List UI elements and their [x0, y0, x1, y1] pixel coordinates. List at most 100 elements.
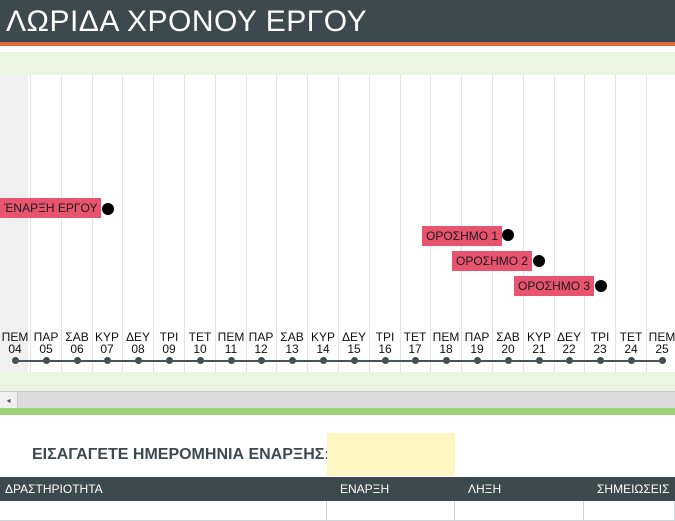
column-header-activity: ΔΡΑΣΤΗΡΙΟΤΗΤΑ [5, 482, 103, 496]
grid-column-line [338, 75, 339, 375]
day-label: ΤΕΤ 10 [185, 331, 215, 355]
day-label: ΚΥΡ 14 [308, 331, 338, 355]
timeline-first-column [0, 75, 28, 375]
day-label: ΠΑΡ 12 [246, 331, 276, 355]
day-label: ΤΕΤ 24 [616, 331, 646, 355]
grid-column-line [492, 75, 493, 375]
table-cell-activity[interactable] [0, 501, 327, 521]
day-number-label: 20 [501, 342, 515, 356]
day-number-label: 04 [8, 342, 22, 356]
day-of-week-label: ΤΕΤ [403, 330, 427, 344]
grid-column-line [430, 75, 431, 375]
start-date-input[interactable] [327, 433, 455, 476]
grid-column-line [276, 75, 277, 375]
day-of-week-label: ΠΕΜ [432, 330, 460, 344]
table-cell-notes[interactable] [584, 501, 675, 521]
day-label: ΤΡΙ 16 [370, 331, 400, 355]
day-of-week-label: ΣΑΒ [280, 330, 304, 344]
day-number-label: 16 [378, 342, 392, 356]
grid-column-line [554, 75, 555, 375]
day-label: ΚΥΡ 21 [524, 331, 554, 355]
day-of-week-label: ΠΑΡ [464, 330, 490, 344]
grid-column-line [584, 75, 585, 375]
activity-table-header: ΔΡΑΣΤΗΡΙΟΤΗΤΑ ΕΝΑΡΞΗ ΛΗΞΗ ΣΗΜΕΙΩΣΕΙΣ [0, 477, 675, 501]
day-of-week-label: ΔΕΥ [341, 330, 367, 344]
scroll-left-arrow-icon[interactable]: ◂ [0, 392, 18, 409]
day-number-label: 15 [347, 342, 361, 356]
grid-column-line [400, 75, 401, 375]
grid-column-line [615, 75, 616, 375]
day-of-week-label: ΤΡΙ [375, 330, 395, 344]
day-number-label: 17 [408, 342, 422, 356]
milestone-1[interactable]: ΟΡΟΣΗΜΟ 1 [422, 226, 503, 246]
day-number-label: 10 [193, 342, 207, 356]
timeline-axis-line [13, 360, 663, 362]
day-of-week-label: ΔΕΥ [556, 330, 582, 344]
column-header-end: ΛΗΞΗ [468, 482, 502, 496]
day-number-label: 06 [70, 342, 84, 356]
day-of-week-label: ΔΕΥ [125, 330, 151, 344]
table-cell-end[interactable] [455, 501, 584, 521]
day-number-label: 09 [162, 342, 176, 356]
day-of-week-label: ΤΡΙ [590, 330, 610, 344]
title-accent-line [0, 42, 675, 46]
day-label: ΠΕΜ 18 [431, 331, 461, 355]
table-cell-start[interactable] [327, 501, 455, 521]
day-label: ΣΑΒ 20 [493, 331, 523, 355]
day-label: ΠΑΡ 05 [31, 331, 61, 355]
milestone-marker [595, 280, 607, 292]
grid-column-line [523, 75, 524, 375]
day-of-week-label: ΚΥΡ [310, 330, 335, 344]
milestone-project-start[interactable]: ΈΝΑΡΞΗ ΕΡΓΟΥ [0, 198, 102, 218]
grid-column-line [92, 75, 93, 375]
day-of-week-label: ΤΕΤ [619, 330, 643, 344]
day-number-label: 18 [439, 342, 453, 356]
milestone-3[interactable]: ΟΡΟΣΗΜΟ 3 [514, 276, 595, 296]
timeline-top-band [0, 52, 675, 75]
grid-column-line [30, 75, 31, 375]
day-label: ΚΥΡ 07 [92, 331, 122, 355]
grid-column-line [646, 75, 647, 375]
grid-column-line [369, 75, 370, 375]
day-of-week-label: ΣΑΒ [496, 330, 520, 344]
grid-column-line [61, 75, 62, 375]
grid-column-line [246, 75, 247, 375]
day-number-label: 08 [131, 342, 145, 356]
page-title: ΛΩΡΙΔΑ ΧΡΟΝΟΥ ΕΡΓΟΥ [6, 5, 368, 38]
day-of-week-label: ΠΕΜ [1, 330, 29, 344]
day-number-label: 19 [470, 342, 484, 356]
day-label: ΣΑΒ 13 [277, 331, 307, 355]
grid-column-line [215, 75, 216, 375]
milestone-2[interactable]: ΟΡΟΣΗΜΟ 2 [452, 251, 533, 271]
column-header-notes: ΣΗΜΕΙΩΣΕΙΣ [597, 482, 670, 496]
day-label: ΠΑΡ 19 [462, 331, 492, 355]
day-label: ΠΕΜ 25 [647, 331, 675, 355]
day-number-label: 14 [316, 342, 330, 356]
day-label: ΔΕΥ 22 [554, 331, 584, 355]
day-number-label: 24 [624, 342, 638, 356]
day-of-week-label: ΠΑΡ [248, 330, 274, 344]
day-label: ΣΑΒ 06 [62, 331, 92, 355]
grid-column-line [122, 75, 123, 375]
day-number-label: 23 [593, 342, 607, 356]
milestone-marker [533, 255, 545, 267]
horizontal-scrollbar[interactable]: ◂ [0, 391, 675, 409]
milestone-marker [502, 229, 514, 241]
day-number-label: 25 [655, 342, 669, 356]
day-label: ΤΡΙ 09 [154, 331, 184, 355]
day-label: ΔΕΥ 08 [123, 331, 153, 355]
day-number-label: 05 [39, 342, 53, 356]
day-of-week-label: ΤΡΙ [159, 330, 179, 344]
day-number-label: 22 [562, 342, 576, 356]
grid-column-line [461, 75, 462, 375]
day-of-week-label: ΠΑΡ [33, 330, 59, 344]
day-label: ΔΕΥ 15 [339, 331, 369, 355]
day-number-label: 13 [285, 342, 299, 356]
column-header-start: ΕΝΑΡΞΗ [340, 482, 390, 496]
day-number-label: 11 [224, 342, 238, 356]
day-of-week-label: ΠΕΜ [648, 330, 675, 344]
day-label: ΤΕΤ 17 [400, 331, 430, 355]
timeline-green-bar [0, 408, 675, 415]
grid-column-line [153, 75, 154, 375]
day-number-label: 12 [254, 342, 268, 356]
